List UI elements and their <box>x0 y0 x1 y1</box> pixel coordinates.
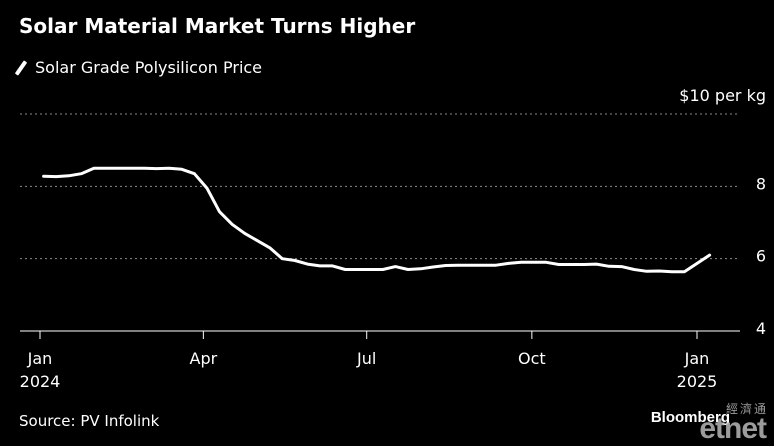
chart-title: Solar Material Market Turns Higher <box>19 14 416 38</box>
y-axis-ticks: 4 6 8 <box>756 174 766 338</box>
x-tick-label-1: Apr <box>190 349 218 368</box>
gridlines <box>20 113 740 332</box>
y-axis-unit-label: $10 per kg <box>679 86 766 105</box>
y-tick-label-4: 4 <box>756 319 766 338</box>
x-axis: Jan 2024 Apr Jul Oct Jan 2025 <box>20 331 718 391</box>
x-tick-label-2: Jul <box>356 349 376 368</box>
legend-label: Solar Grade Polysilicon Price <box>35 58 263 77</box>
y-tick-label-8: 8 <box>756 174 766 193</box>
series-lines <box>42 166 712 274</box>
series-line-0 <box>42 166 712 274</box>
source-note: Source: PV Infolink <box>19 412 160 430</box>
legend: Solar Grade Polysilicon Price <box>14 58 263 77</box>
y-tick-label-6: 6 <box>756 247 766 266</box>
x-tick-label-0: Jan <box>27 349 53 368</box>
x-tick-label-4: Jan <box>684 349 710 368</box>
bloomberg-logo: Bloomberg <box>650 409 730 426</box>
x-tick-label-3: Oct <box>518 349 546 368</box>
x-tick-sublabel-4: 2025 <box>677 372 718 391</box>
x-tick-sublabel-0: 2024 <box>20 372 61 391</box>
